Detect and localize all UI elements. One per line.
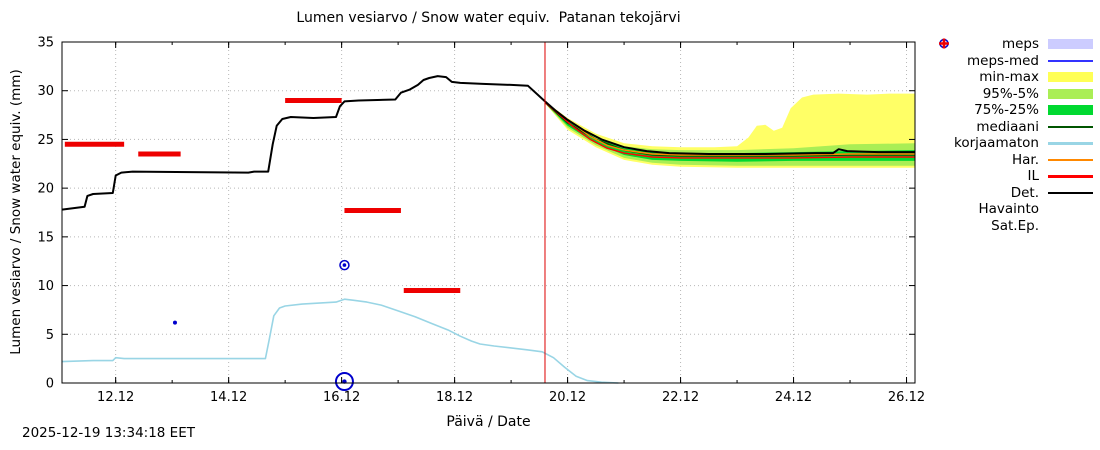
legend-label: 75%-25% <box>974 102 1039 119</box>
havainto-marker <box>334 372 354 392</box>
x-tick-label: 24.12 <box>775 390 812 405</box>
y-tick-label: 5 <box>46 328 54 343</box>
legend-label: mediaani <box>976 118 1039 135</box>
legend-label: IL <box>1027 168 1039 185</box>
legend-item-p95-5: 95%-5% <box>922 86 1094 103</box>
havainto-marker-dot <box>342 263 347 267</box>
chart-title: Lumen vesiarvo / Snow water equiv. Patan… <box>296 10 681 26</box>
legend-swatch-har <box>1046 158 1094 161</box>
timestamp: 2025-12-19 13:34:18 EET <box>22 425 195 441</box>
x-tick-label: 22.12 <box>662 390 699 405</box>
legend-item-il: IL <box>922 168 1094 185</box>
legend-item-korjaamaton: korjaamaton <box>922 135 1094 152</box>
y-tick-label: 30 <box>37 84 54 99</box>
havainto-marker <box>339 259 350 271</box>
legend-swatch-il <box>1046 175 1094 178</box>
y-tick-label: 0 <box>46 377 54 392</box>
legend-label: min-max <box>979 69 1039 86</box>
legend-swatch-korjaamaton <box>1046 142 1094 145</box>
plot-frame <box>61 41 916 384</box>
legend-label: Sat.Ep. <box>991 217 1039 234</box>
series-korjaamaton <box>61 298 619 384</box>
series-Det. <box>61 75 915 211</box>
legend-swatch-mediaani <box>1046 125 1094 128</box>
legend-swatch-meps-med <box>1046 59 1094 62</box>
legend-label: Har. <box>1011 151 1039 168</box>
y-tick-label: 20 <box>37 182 54 197</box>
havainto-marker <box>172 320 177 325</box>
legend-item-har: Har. <box>922 152 1094 169</box>
legend-item-meps: meps <box>922 36 1094 53</box>
y-tick-label: 10 <box>37 279 54 294</box>
legend-label: Det. <box>1010 184 1039 201</box>
series-IL <box>544 101 915 159</box>
legend: meps meps-med min-max 95%-5% 75%-25% mediaani… <box>922 36 1094 234</box>
sat-ep-legend-icon <box>939 38 949 49</box>
x-tick-label: 20.12 <box>549 390 586 405</box>
legend-item-meps-med: meps-med <box>922 53 1094 70</box>
legend-swatch-p75-25 <box>1046 105 1094 116</box>
legend-label: Havainto <box>978 201 1039 218</box>
legend-swatch-meps <box>1046 39 1094 50</box>
legend-label: meps-med <box>967 52 1039 69</box>
legend-item-min-max: min-max <box>922 69 1094 86</box>
legend-label: meps <box>1001 36 1039 53</box>
legend-item-det: Det. <box>922 185 1094 202</box>
band-75%-25% <box>545 101 915 162</box>
legend-label: 95%-5% <box>982 85 1039 102</box>
x-tick-label: 12.12 <box>97 390 134 405</box>
legend-item-p75-25: 75%-25% <box>922 102 1094 119</box>
legend-swatch-min-max <box>1046 72 1094 83</box>
y-tick-label: 15 <box>37 230 54 245</box>
legend-item-satep: Sat.Ep. <box>922 38 1094 235</box>
legend-item-mediaani: mediaani <box>922 119 1094 136</box>
legend-swatch-p95-5 <box>1046 88 1094 99</box>
legend-swatch-det <box>1046 191 1094 194</box>
x-tick-label: 14.12 <box>210 390 247 405</box>
y-tick-label: 35 <box>37 36 54 51</box>
x-tick-label: 26.12 <box>888 390 925 405</box>
x-tick-label: 18.12 <box>436 390 473 405</box>
legend-item-havainto: Havainto <box>922 38 1094 218</box>
series-mediaani <box>544 101 915 157</box>
y-tick-label: 25 <box>37 133 54 148</box>
x-tick-label: 16.12 <box>323 390 360 405</box>
legend-label: korjaamaton <box>954 135 1039 152</box>
x-axis-label: Päivä / Date <box>446 414 531 430</box>
